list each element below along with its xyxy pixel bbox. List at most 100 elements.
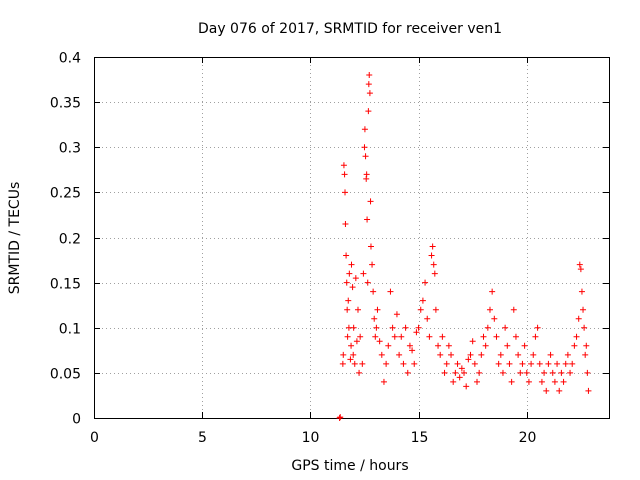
- data-point: [580, 306, 587, 313]
- data-point: [364, 279, 371, 286]
- data-point: [534, 324, 541, 331]
- data-point: [519, 360, 526, 367]
- data-point: [400, 360, 407, 367]
- data-point: [374, 306, 381, 313]
- data-point: [372, 333, 379, 340]
- data-point: [366, 90, 373, 97]
- data-point: [497, 351, 504, 358]
- data-point: [391, 333, 398, 340]
- x-tick-label: 0: [90, 430, 99, 446]
- data-point: [521, 342, 528, 349]
- data-point: [486, 306, 493, 313]
- data-point: [422, 279, 429, 286]
- data-point: [362, 153, 369, 160]
- x-axis-label: GPS time / hours: [291, 458, 408, 474]
- data-point: [578, 288, 585, 295]
- data-point: [336, 415, 343, 421]
- data-point: [456, 374, 463, 381]
- data-point: [352, 275, 359, 282]
- data-point: [361, 144, 368, 151]
- data-point: [370, 288, 377, 295]
- data-point: [348, 261, 355, 268]
- data-point: [576, 261, 583, 268]
- data-point: [512, 333, 519, 340]
- data-point: [525, 378, 532, 385]
- y-tick-label: 0.2: [59, 232, 81, 248]
- data-point: [393, 311, 400, 318]
- data-point: [348, 342, 355, 349]
- y-tick-label: 0: [72, 412, 81, 428]
- data-point: [396, 351, 403, 358]
- data-point: [430, 261, 437, 268]
- data-point: [450, 378, 457, 385]
- data-point: [364, 216, 371, 223]
- data-point: [478, 351, 485, 358]
- data-point: [345, 297, 352, 304]
- data-point: [337, 414, 344, 421]
- data-point: [357, 333, 364, 340]
- data-point: [471, 360, 478, 367]
- data-point: [367, 198, 374, 205]
- data-point: [383, 360, 390, 367]
- x-tick-label: 15: [411, 430, 429, 446]
- data-point: [439, 333, 446, 340]
- data-point: [476, 369, 483, 376]
- data-point: [406, 342, 413, 349]
- data-point: [465, 356, 472, 363]
- data-point: [554, 360, 561, 367]
- data-point: [361, 126, 368, 133]
- data-point: [454, 360, 461, 367]
- data-point: [458, 365, 465, 372]
- data-point: [551, 378, 558, 385]
- data-point: [351, 360, 358, 367]
- data-point: [353, 338, 360, 345]
- data-point: [528, 360, 535, 367]
- data-points: [336, 72, 592, 421]
- data-point: [564, 351, 571, 358]
- data-point: [376, 338, 383, 345]
- data-point: [532, 333, 539, 340]
- data-point: [461, 369, 468, 376]
- data-point: [343, 279, 350, 286]
- data-point: [350, 351, 357, 358]
- y-tick-label: 0.3: [59, 141, 81, 157]
- data-point: [558, 369, 565, 376]
- data-point: [360, 270, 367, 277]
- data-point: [523, 369, 530, 376]
- data-point: [510, 306, 517, 313]
- data-point: [349, 284, 356, 291]
- y-tick-label: 0.15: [50, 277, 81, 293]
- data-point: [435, 342, 442, 349]
- data-point: [567, 369, 574, 376]
- data-point: [581, 324, 588, 331]
- data-point: [547, 351, 554, 358]
- x-tick-label: 10: [302, 430, 320, 446]
- data-point: [585, 387, 592, 394]
- data-point: [344, 333, 351, 340]
- data-point: [342, 220, 349, 227]
- data-point: [356, 369, 363, 376]
- x-tick-label: 20: [519, 430, 537, 446]
- data-point: [469, 338, 476, 345]
- y-tick-label: 0.4: [59, 51, 81, 67]
- data-point: [530, 351, 537, 358]
- data-point: [504, 342, 511, 349]
- data-point: [428, 252, 435, 259]
- data-point: [452, 369, 459, 376]
- data-point: [560, 378, 567, 385]
- data-point: [350, 324, 357, 331]
- axis-ticks: 0 0.05 0.1 0.15 0.2 0.25 0.3 0.35 0.4 0 5 10 15 20: [50, 51, 609, 446]
- data-point: [536, 360, 543, 367]
- data-point: [389, 324, 396, 331]
- data-point: [541, 369, 548, 376]
- data-point: [409, 347, 416, 354]
- x-tick-label: 5: [198, 430, 207, 446]
- data-point: [363, 171, 370, 178]
- data-point: [443, 360, 450, 367]
- data-point: [480, 333, 487, 340]
- data-point: [549, 369, 556, 376]
- data-point: [474, 378, 481, 385]
- data-point: [378, 351, 385, 358]
- data-point: [369, 261, 376, 268]
- data-point: [437, 351, 444, 358]
